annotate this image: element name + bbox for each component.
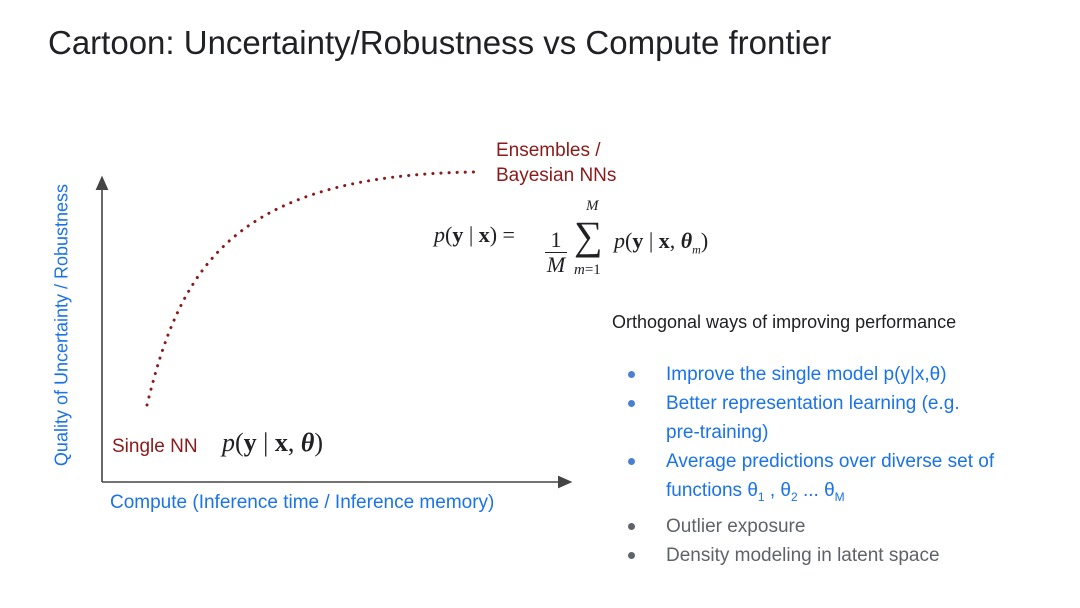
list-item: Improve the single model p(y|x,θ) — [618, 360, 1058, 389]
bullet-icon — [628, 400, 635, 407]
list-item: Better representation learning (e.g. pre… — [618, 389, 1058, 447]
ensemble-formula-rhs: p(y | x, θm) — [614, 228, 709, 257]
sum-symbol: ∑ — [574, 213, 603, 258]
sum-lower-limit: m=1 — [574, 262, 601, 278]
bullet-icon — [628, 371, 635, 378]
ensemble-formula-lhs: p(y | x) = — [434, 222, 515, 247]
list-item: Outlier exposure — [618, 512, 1058, 541]
single-nn-formula: p(y | x, θ) — [222, 428, 324, 457]
ensembles-label-line2: Bayesian NNs — [496, 165, 617, 186]
x-axis-label: Compute (Inference time / Inference memo… — [110, 492, 495, 513]
frontier-curve — [145, 170, 477, 407]
bullet-icon — [628, 551, 635, 559]
list-item: Average predictions over diverse set of … — [618, 447, 1058, 512]
bullet-icon — [628, 458, 635, 465]
list-item: Density modeling in latent space — [618, 541, 1058, 570]
sum-upper-limit: M — [586, 198, 599, 214]
ensembles-label: Ensembles / Bayesian NNs — [496, 138, 616, 188]
ensembles-label-line1: Ensembles / — [496, 140, 601, 161]
single-nn-label: Single NN — [112, 436, 198, 457]
orthogonal-ways-list: Improve the single model p(y|x,θ) Better… — [618, 360, 1058, 570]
slide-title: Cartoon: Uncertainty/Robustness vs Compu… — [48, 24, 832, 61]
bullet-icon — [628, 522, 635, 530]
orthogonal-ways-title: Orthogonal ways of improving performance — [612, 312, 957, 332]
y-axis-label: Quality of Uncertainty / Robustness — [51, 183, 72, 467]
